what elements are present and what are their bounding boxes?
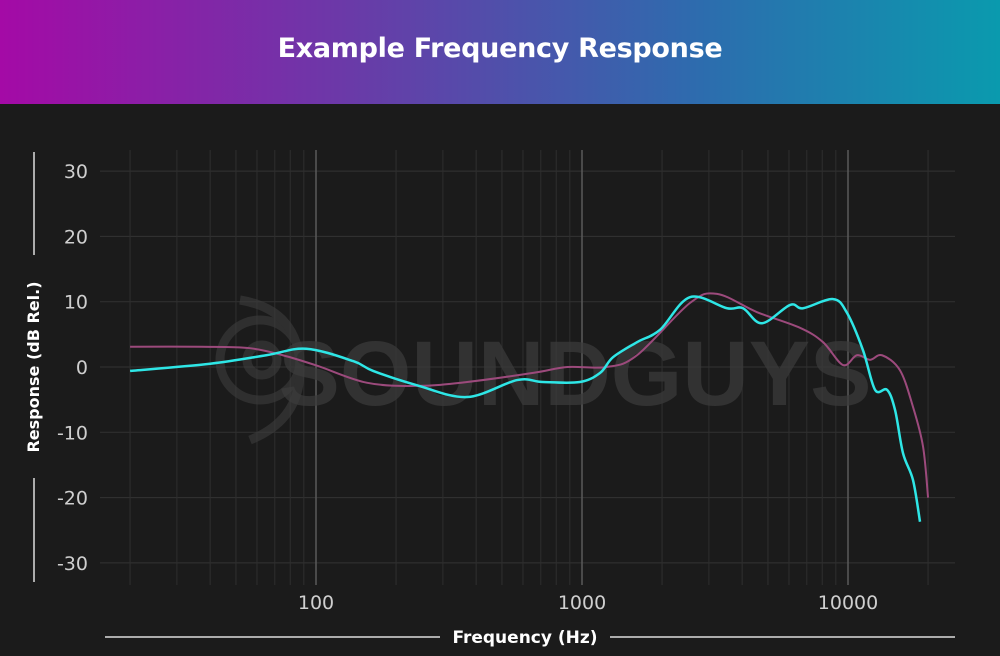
- y-tick-label: 30: [64, 161, 88, 183]
- header-banner: Example Frequency Response: [0, 0, 1000, 104]
- chart-title: Example Frequency Response: [277, 33, 723, 64]
- y-tick-label: -20: [57, 488, 88, 510]
- y-tick-label: 10: [64, 292, 88, 314]
- y-tick-label: -30: [57, 553, 88, 575]
- watermark-logo: SOUNDGUYS: [279, 323, 872, 425]
- series-line-1: [130, 292, 930, 498]
- x-tick-label: 1000: [558, 592, 606, 614]
- x-tick-label: 100: [298, 592, 334, 614]
- watermark-figure-icon: [215, 295, 305, 445]
- series-line-2: [129, 295, 922, 522]
- y-tick-label: -10: [57, 422, 88, 444]
- x-tick-label: 10000: [818, 592, 878, 614]
- y-tick-label: 20: [64, 226, 88, 248]
- y-tick-label: 0: [76, 357, 88, 379]
- y-axis-label: Response (dB Rel.): [24, 281, 43, 452]
- x-axis-label: Frequency (Hz): [452, 628, 597, 648]
